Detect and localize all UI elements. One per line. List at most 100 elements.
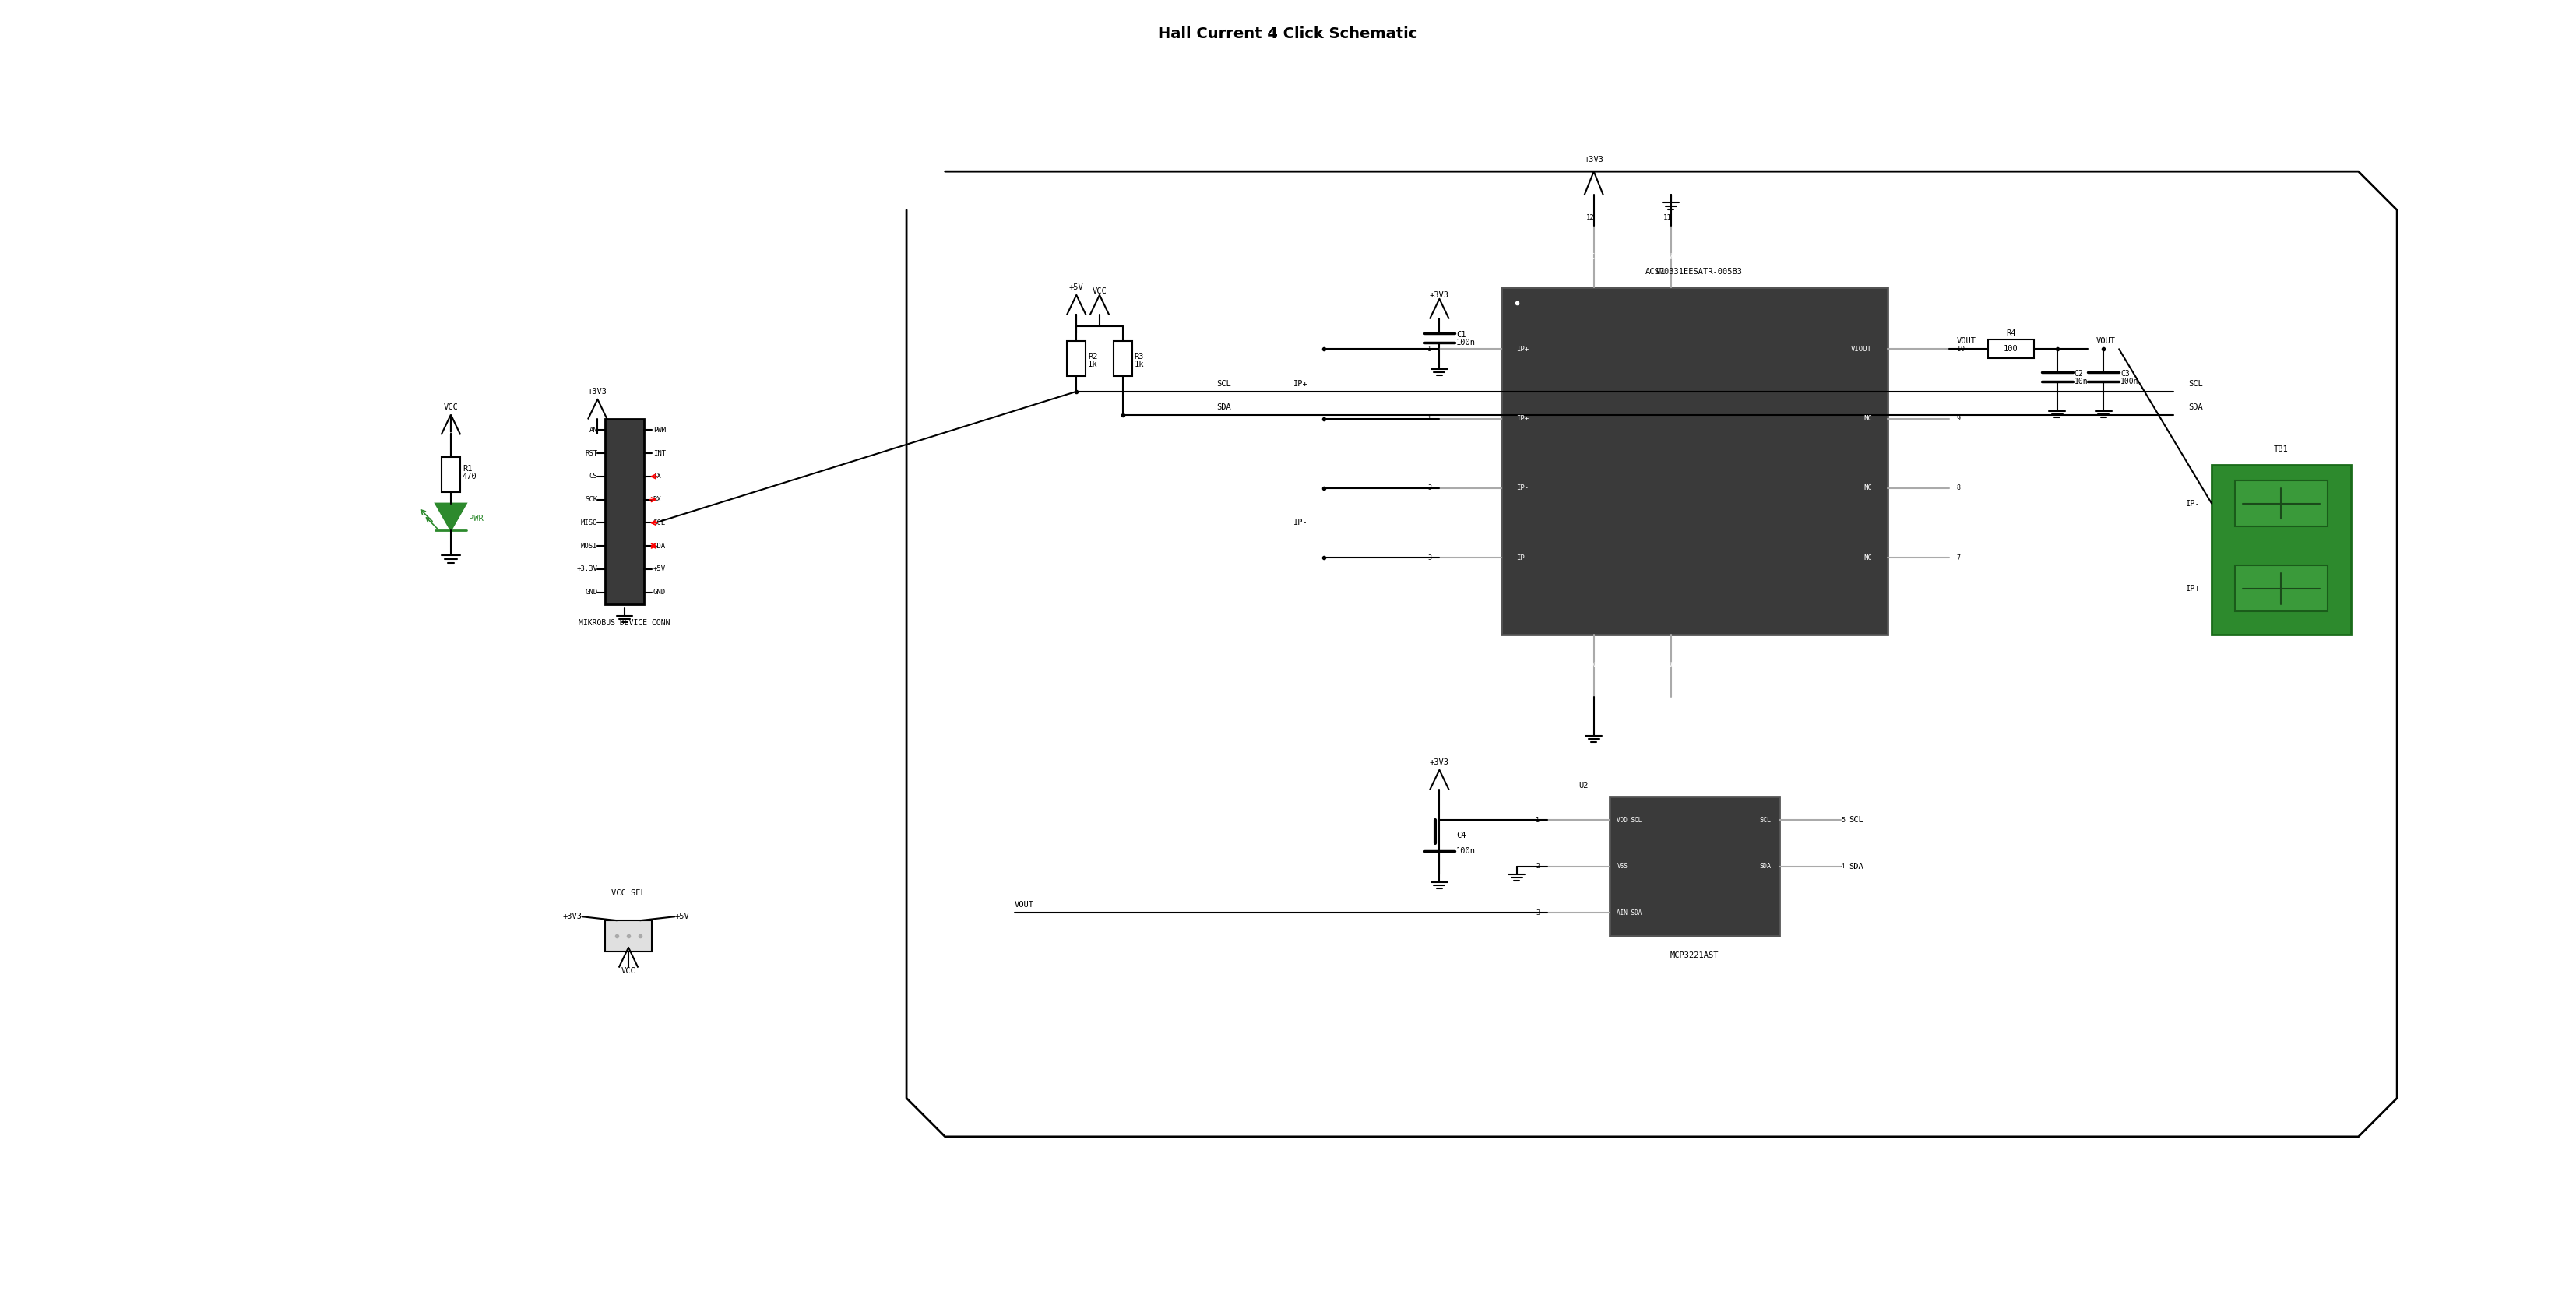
Text: SCL: SCL	[2190, 380, 2202, 387]
Text: +3V3: +3V3	[1430, 758, 1450, 766]
Text: TX: TX	[654, 472, 662, 480]
Text: C4: C4	[1455, 832, 1466, 840]
Text: IP+: IP+	[2184, 585, 2200, 592]
Text: 7: 7	[1958, 554, 1960, 562]
Text: SCL: SCL	[654, 520, 665, 526]
Text: IP-: IP-	[2184, 500, 2200, 508]
Text: U1: U1	[1656, 268, 1664, 276]
Text: 5: 5	[1842, 816, 1844, 824]
Text: 100n: 100n	[1455, 338, 1476, 346]
Text: 100: 100	[2004, 345, 2017, 353]
Text: TB1: TB1	[2275, 446, 2287, 453]
Text: SCK: SCK	[585, 496, 598, 502]
Bar	[2213, 464, 2352, 635]
Text: 10n: 10n	[2074, 378, 2089, 386]
Text: +5V: +5V	[1069, 283, 1084, 291]
Text: 1: 1	[1535, 816, 1540, 824]
Text: IP+: IP+	[1517, 345, 1530, 353]
Text: +3V3: +3V3	[1430, 291, 1450, 299]
Text: 10: 10	[1958, 345, 1965, 353]
Text: 100n: 100n	[1455, 848, 1476, 855]
Text: SDA: SDA	[2190, 403, 2202, 411]
Text: U2: U2	[1579, 782, 1589, 790]
Text: NC: NC	[1862, 415, 1873, 422]
Text: R3: R3	[1133, 353, 1144, 361]
Text: +3V3: +3V3	[562, 913, 582, 921]
Text: NC: NC	[1667, 253, 1674, 260]
Text: VIOUT: VIOUT	[1852, 345, 1873, 353]
Text: INT: INT	[654, 450, 665, 457]
Text: VCC: VCC	[1092, 287, 1108, 295]
Text: 11: 11	[1664, 214, 1672, 222]
Text: VSS: VSS	[1618, 863, 1628, 870]
Text: PWM: PWM	[654, 426, 665, 434]
Text: 4: 4	[1842, 863, 1844, 870]
Text: VDD SCL: VDD SCL	[1618, 816, 1643, 824]
Text: AN: AN	[590, 426, 598, 434]
Text: NC: NC	[1862, 554, 1873, 562]
Text: IP-: IP-	[1517, 554, 1530, 562]
Text: +3.3V: +3.3V	[577, 565, 598, 572]
Bar	[1113, 341, 1131, 377]
Text: SDA: SDA	[1850, 862, 1862, 870]
Text: 1k: 1k	[1087, 361, 1097, 369]
Text: ACS70331EESATR-005B3: ACS70331EESATR-005B3	[1646, 268, 1744, 276]
Text: 3: 3	[1427, 554, 1432, 562]
Bar	[2236, 480, 2329, 526]
Text: NC: NC	[1862, 484, 1873, 492]
Text: SDA: SDA	[1216, 403, 1231, 411]
Text: VOUT: VOUT	[1958, 337, 1976, 345]
Bar	[1610, 796, 1780, 935]
Text: GND: GND	[585, 589, 598, 596]
Bar	[605, 921, 652, 951]
Text: SCL: SCL	[1216, 380, 1231, 387]
Text: R1: R1	[464, 464, 471, 472]
Text: VCC: VCC	[443, 403, 459, 411]
Text: GND: GND	[1587, 663, 1600, 669]
Text: CS: CS	[590, 472, 598, 480]
Text: +3V3: +3V3	[1584, 156, 1605, 164]
Text: IP+: IP+	[1517, 415, 1530, 422]
Text: C1: C1	[1455, 331, 1466, 338]
Text: 100n: 100n	[2120, 378, 2138, 386]
Bar	[2236, 565, 2329, 611]
Text: 12: 12	[1587, 214, 1595, 222]
Bar	[1989, 340, 2035, 358]
Text: NC: NC	[1667, 663, 1674, 669]
Text: IP-: IP-	[1517, 484, 1530, 492]
Text: 3: 3	[1535, 909, 1540, 916]
Bar	[1502, 287, 1888, 635]
Text: 8: 8	[1958, 484, 1960, 492]
Text: R4: R4	[2007, 329, 2017, 337]
Text: MIKROBUS DEVICE CONN: MIKROBUS DEVICE CONN	[580, 619, 670, 627]
Text: SDA: SDA	[654, 542, 665, 550]
Bar	[605, 419, 644, 604]
Text: IP-: IP-	[1293, 520, 1309, 526]
Text: VOUT: VOUT	[2097, 337, 2115, 345]
Text: PWR: PWR	[469, 516, 484, 522]
Polygon shape	[435, 504, 466, 530]
Text: +5V: +5V	[675, 913, 690, 921]
Text: C2: C2	[2074, 370, 2084, 378]
Bar	[1066, 341, 1084, 377]
Text: SDA: SDA	[1759, 863, 1772, 870]
Text: 2: 2	[1535, 863, 1540, 870]
Text: SCL: SCL	[1850, 816, 1862, 824]
Text: RX: RX	[654, 496, 662, 502]
Text: 9: 9	[1958, 415, 1960, 422]
Bar	[440, 457, 461, 492]
Text: 1k: 1k	[1133, 361, 1144, 369]
Text: C3: C3	[2120, 370, 2130, 378]
Text: +3V3: +3V3	[587, 387, 608, 395]
Text: SCL: SCL	[1759, 816, 1772, 824]
Text: +5V: +5V	[654, 565, 665, 572]
Text: VCC SEL: VCC SEL	[611, 890, 647, 897]
Text: MISO: MISO	[580, 520, 598, 526]
Text: AIN SDA: AIN SDA	[1618, 909, 1643, 916]
Text: MOSI: MOSI	[580, 542, 598, 550]
Text: MCP3221AST: MCP3221AST	[1669, 951, 1718, 959]
Text: 470: 470	[464, 472, 477, 480]
Text: 1: 1	[1427, 345, 1432, 353]
Text: VOUT: VOUT	[1015, 901, 1033, 909]
Text: IP+: IP+	[1293, 380, 1309, 387]
